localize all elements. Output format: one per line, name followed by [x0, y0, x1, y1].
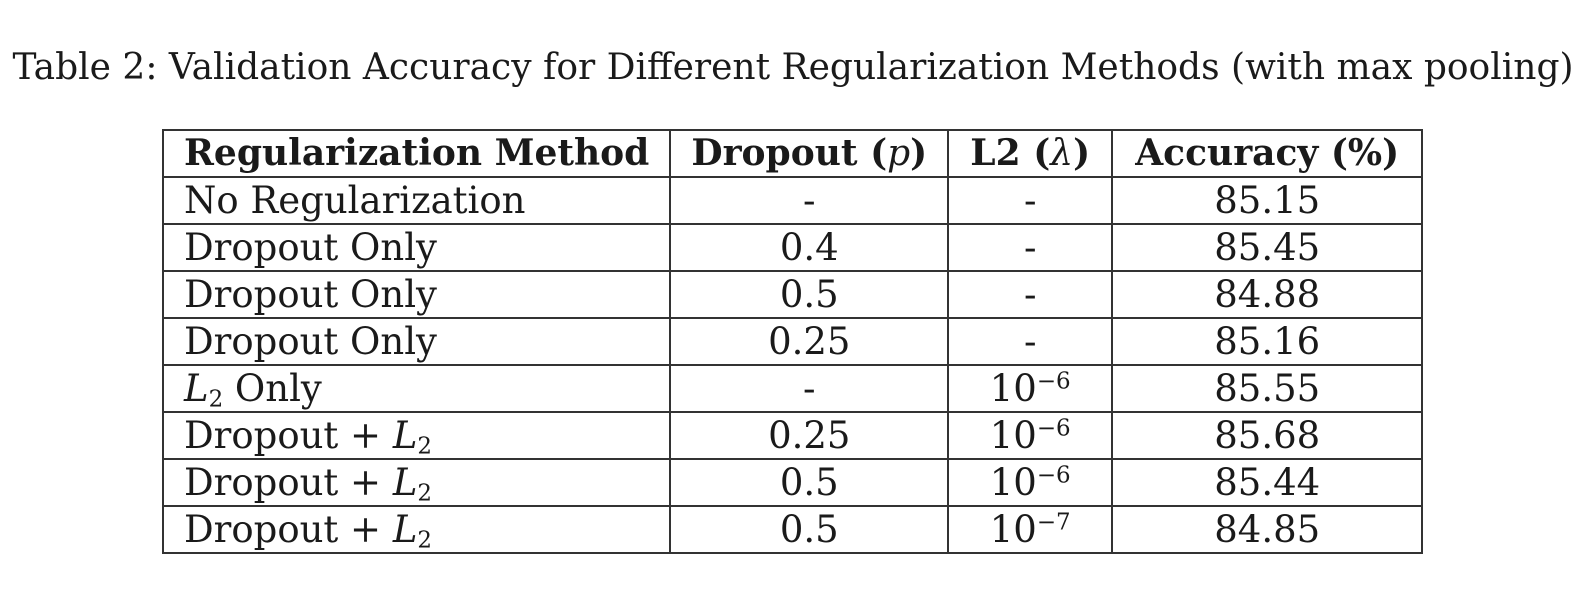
- header-accuracy: Accuracy (%): [1111, 129, 1424, 178]
- cell-method: Dropout Only: [161, 270, 672, 319]
- l2-exponent: −6: [1036, 368, 1071, 395]
- method-subscript: 2: [208, 386, 224, 413]
- cell-dropout: -: [669, 364, 950, 413]
- l2-base: 10: [989, 367, 1037, 410]
- cell-l2: 10−6: [947, 364, 1114, 413]
- cell-dropout: 0.5: [669, 270, 950, 319]
- cell-accuracy: 85.16: [1111, 317, 1424, 366]
- l2-exponent: −7: [1036, 509, 1071, 536]
- results-table: Regularization Method Dropout (p) L2 (λ)…: [161, 129, 1424, 554]
- method-variable: L: [392, 461, 418, 504]
- table-row: Dropout Only 0.4 - 85.45: [161, 223, 1424, 272]
- table-row: No Regularization - - 85.15: [161, 176, 1424, 225]
- cell-accuracy: 84.85: [1111, 505, 1424, 554]
- l2-base: 10: [989, 508, 1037, 551]
- cell-method: Dropout Only: [161, 223, 672, 272]
- cell-method: No Regularization: [161, 176, 672, 225]
- header-l2: L2 (λ): [947, 129, 1114, 178]
- cell-accuracy: 85.55: [1111, 364, 1424, 413]
- method-variable: L: [392, 508, 418, 551]
- method-subscript: 2: [417, 480, 432, 507]
- cell-method: Dropout + L2: [161, 411, 672, 460]
- table-row: Dropout Only 0.25 - 85.16: [161, 317, 1424, 366]
- cell-l2: 10−6: [947, 458, 1114, 507]
- cell-l2: -: [947, 223, 1114, 272]
- table-row: L2 Only - 10−6 85.55: [161, 364, 1424, 413]
- cell-l2: -: [947, 176, 1114, 225]
- method-suffix: Only: [223, 367, 322, 410]
- header-dropout-symbol: p: [887, 133, 911, 174]
- cell-accuracy: 85.45: [1111, 223, 1424, 272]
- table-row: Dropout + L2 0.5 10−7 84.85: [161, 505, 1424, 554]
- cell-dropout: 0.5: [669, 458, 950, 507]
- cell-l2: 10−7: [947, 505, 1114, 554]
- cell-dropout: -: [669, 176, 950, 225]
- cell-l2: -: [947, 270, 1114, 319]
- method-variable: L: [392, 414, 418, 457]
- table-row: Dropout Only 0.5 - 84.88: [161, 270, 1424, 319]
- header-l2-symbol: λ: [1050, 133, 1074, 174]
- cell-accuracy: 85.15: [1111, 176, 1424, 225]
- header-l2-prefix: L2 (: [970, 132, 1051, 174]
- l2-base: 10: [989, 461, 1037, 504]
- header-dropout: Dropout (p): [669, 129, 950, 178]
- l2-exponent: −6: [1036, 415, 1071, 442]
- table-caption: Table 2: Validation Accuracy for Differe…: [12, 47, 1574, 88]
- header-dropout-prefix: Dropout (: [691, 132, 888, 174]
- method-prefix: Dropout +: [184, 461, 393, 504]
- method-variable: L: [184, 367, 209, 410]
- cell-accuracy: 85.68: [1111, 411, 1424, 460]
- table-row: Dropout + L2 0.5 10−6 85.44: [161, 458, 1424, 507]
- table-row: Dropout + L2 0.25 10−6 85.68: [161, 411, 1424, 460]
- cell-dropout: 0.4: [669, 223, 950, 272]
- cell-l2: 10−6: [947, 411, 1114, 460]
- cell-method: L2 Only: [161, 364, 672, 413]
- method-prefix: Dropout +: [184, 414, 393, 457]
- cell-dropout: 0.25: [669, 317, 950, 366]
- cell-dropout: 0.25: [669, 411, 950, 460]
- header-dropout-suffix: ): [910, 132, 928, 174]
- method-prefix: Dropout +: [184, 508, 393, 551]
- header-row: Regularization Method Dropout (p) L2 (λ)…: [161, 129, 1424, 178]
- method-subscript: 2: [417, 527, 432, 554]
- header-method: Regularization Method: [161, 129, 672, 178]
- cell-method: Dropout + L2: [161, 505, 672, 554]
- l2-exponent: −6: [1036, 462, 1071, 489]
- cell-accuracy: 84.88: [1111, 270, 1424, 319]
- cell-dropout: 0.5: [669, 505, 950, 554]
- cell-method: Dropout Only: [161, 317, 672, 366]
- method-subscript: 2: [417, 433, 432, 460]
- cell-method: Dropout + L2: [161, 458, 672, 507]
- cell-l2: -: [947, 317, 1114, 366]
- l2-base: 10: [989, 414, 1037, 457]
- cell-accuracy: 85.44: [1111, 458, 1424, 507]
- header-l2-suffix: ): [1073, 132, 1091, 174]
